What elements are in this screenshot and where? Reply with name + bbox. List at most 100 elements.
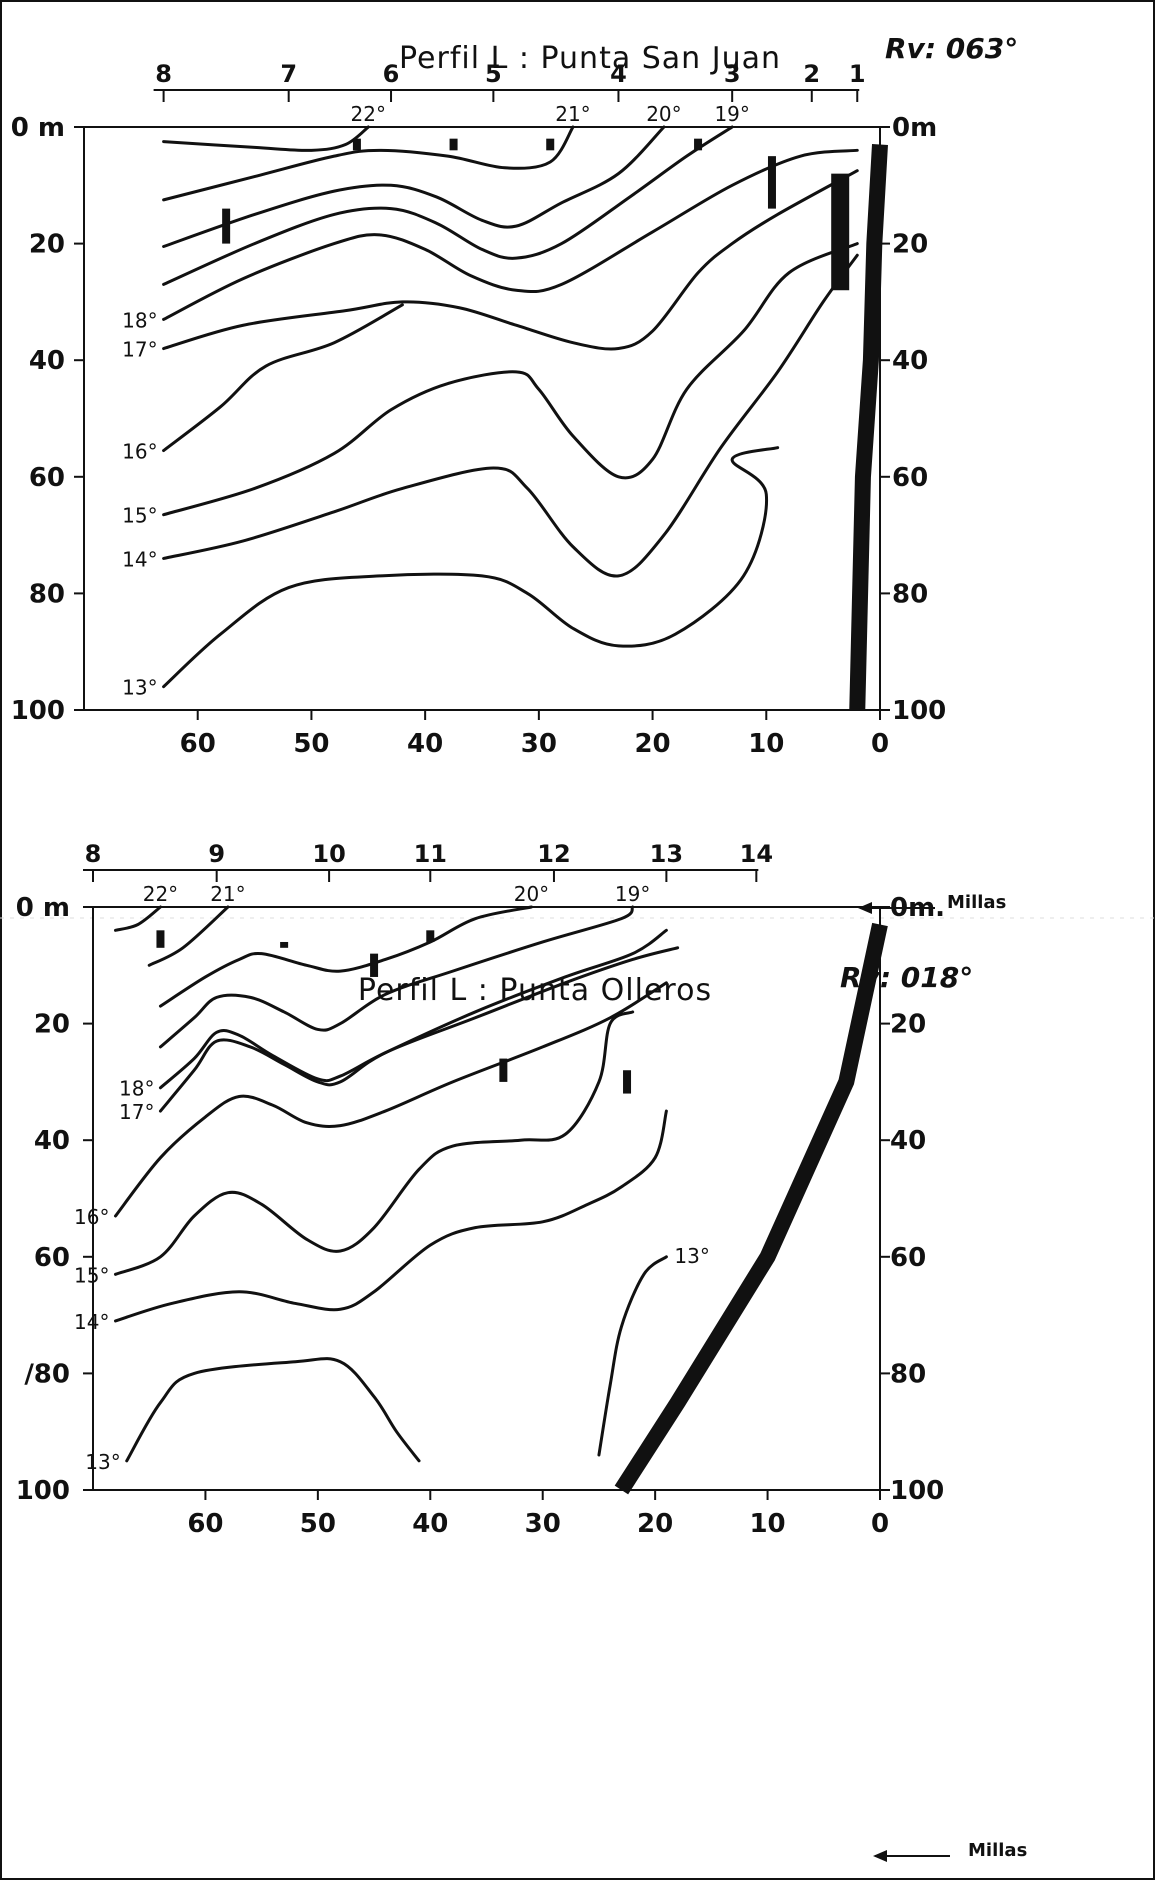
- isotherm-line: [147, 905, 230, 967]
- x-tick-label: 50: [293, 729, 329, 759]
- plot-frame: [92, 906, 881, 1491]
- right-tick-label: 100: [892, 696, 946, 726]
- right-tick-label: 0m: [892, 113, 937, 143]
- x-tick-label: 40: [412, 1509, 448, 1539]
- sample-bar: [370, 953, 379, 977]
- right-tick-label: 100: [890, 1476, 944, 1506]
- station-label: 14: [740, 840, 773, 868]
- x-tick-label: 0: [871, 729, 889, 759]
- isotherm-line: [158, 905, 635, 1049]
- station-label: 5: [485, 60, 502, 88]
- station-label: 8: [85, 840, 102, 868]
- isotherm-label: 13°: [85, 1450, 120, 1474]
- x-tick-label: 0: [871, 1509, 889, 1539]
- isotherm-label: 13°: [122, 676, 157, 700]
- isotherm-label: 16°: [122, 440, 157, 464]
- left-tick-label: 20: [34, 1010, 70, 1040]
- isotherm-line: [162, 125, 734, 286]
- x-tick-label: 40: [407, 729, 443, 759]
- left-tick-label: 20: [29, 230, 65, 260]
- sample-bar: [449, 138, 458, 151]
- x-tick-label: 20: [634, 729, 670, 759]
- left-tick-label: 60: [34, 1243, 70, 1273]
- x-tick-label: 10: [748, 729, 784, 759]
- sea-floor: [849, 144, 888, 711]
- sample-bars: [156, 930, 632, 1094]
- left-tick-label: 80: [29, 579, 65, 609]
- left-tick-label: 0 m: [16, 893, 70, 923]
- station-label: 2: [803, 60, 820, 88]
- isotherm-label: 17°: [119, 1100, 154, 1124]
- heading-label: Rv: 063°: [885, 32, 1018, 65]
- isotherm-line: [162, 148, 859, 321]
- isotherm-label: 20°: [514, 882, 549, 906]
- isotherm-label: 16°: [74, 1205, 109, 1229]
- x-unit: Millas: [873, 1840, 1027, 1862]
- isotherm-line: [162, 125, 666, 249]
- sample-bar: [767, 156, 776, 209]
- isotherm-lines: 22° 21° 20° 19° 18° 17° 16° 15° 14° 13°: [122, 102, 859, 700]
- station-label: 12: [537, 840, 570, 868]
- sample-bar: [623, 1070, 632, 1094]
- station-axis: 8 7 6 5 4 3 2 1: [153, 60, 866, 102]
- isotherm-label: 18°: [119, 1077, 154, 1101]
- isotherm-label: 17°: [122, 338, 157, 362]
- arrow-head: [873, 1850, 887, 1862]
- isotherm-label: 21°: [555, 102, 590, 126]
- isotherm-label: 22°: [351, 102, 386, 126]
- station-label: 6: [383, 60, 400, 88]
- isotherm-lines: 22° 21° 20° 19° 18°17° 16° 15° 14° 13° 13°: [74, 882, 710, 1474]
- x-unit-label: Millas: [968, 1840, 1027, 1861]
- x-tick-label: 30: [521, 729, 557, 759]
- isotherm-line: [158, 905, 533, 1008]
- station-label: 10: [312, 840, 345, 868]
- isotherm-line: [162, 125, 370, 152]
- sample-bar: [499, 1058, 508, 1082]
- left-tick-label: 100: [16, 1476, 70, 1506]
- isotherm-line: [113, 981, 668, 1218]
- right-y-axis: 0m. 20 40 60 80 100: [880, 893, 945, 1506]
- isotherm-line: [113, 1010, 635, 1276]
- isotherm-line: [162, 242, 859, 517]
- x-tick-label: 20: [637, 1509, 673, 1539]
- isotherm-label: 15°: [74, 1263, 109, 1287]
- station-label: 11: [414, 840, 447, 868]
- x-axis: 60 50 40 30 20 10 0: [187, 1490, 889, 1539]
- left-y-axis: 0 m 20 40 60/80 100: [16, 893, 93, 1506]
- isotherm-label: 21°: [210, 882, 245, 906]
- station-axis: 8 9 10 11 12 13 14: [83, 840, 773, 882]
- station-label: 7: [280, 60, 297, 88]
- isotherm-line: [162, 446, 780, 689]
- chart-title: Perfil L : Punta Olleros: [358, 973, 712, 1008]
- isotherm-label: 22°: [143, 882, 178, 906]
- sea-floor: [614, 922, 888, 1495]
- x-tick-label: 60: [180, 729, 216, 759]
- isotherm-label: 13°: [674, 1244, 709, 1268]
- sample-bar: [546, 138, 555, 151]
- isotherm-line: [162, 125, 575, 202]
- station-label: 8: [155, 60, 172, 88]
- chart-punta-olleros: Perfil L : Punta Olleros Rv: 018° 8 9 10 11…: [16, 840, 1027, 1862]
- chart-title: Perfil L : Punta San Juan: [399, 41, 781, 76]
- right-tick-label: 60: [892, 463, 928, 493]
- station-label: 1: [849, 60, 866, 88]
- isotherm-label: 15°: [122, 504, 157, 528]
- isotherm-label: 19°: [615, 882, 650, 906]
- sea-floor-line: [849, 144, 888, 711]
- x-tick-label: 10: [749, 1509, 785, 1539]
- isotherm-line: [125, 1357, 421, 1463]
- right-tick-label: 80: [892, 579, 928, 609]
- station-label: 13: [650, 840, 683, 868]
- isotherm-line: [113, 905, 162, 932]
- left-y-axis: 0 m 20 40 60 80 100: [11, 113, 84, 726]
- right-tick-label: 40: [890, 1126, 926, 1156]
- x-unit-label: Millas: [947, 892, 1006, 913]
- isotherm-label: 19°: [714, 102, 749, 126]
- left-tick-label: /80: [24, 1359, 70, 1389]
- isotherm-line: [113, 1109, 668, 1323]
- isotherm-line: [158, 928, 668, 1090]
- station-label: 9: [208, 840, 225, 868]
- left-tick-label: 0 m: [11, 113, 65, 143]
- isotherm-label: 14°: [74, 1310, 109, 1334]
- isotherm-line: [597, 1255, 668, 1457]
